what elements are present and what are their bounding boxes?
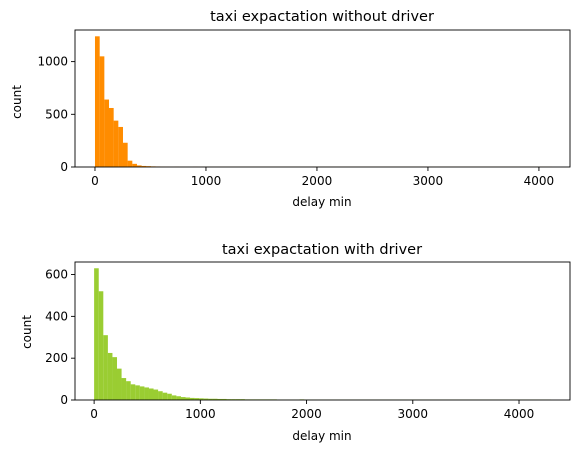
- histogram-bar: [130, 384, 136, 400]
- histogram-bar: [208, 398, 213, 400]
- histogram-bar: [162, 392, 168, 400]
- histogram-bar: [118, 126, 123, 167]
- histogram-bar: [185, 397, 191, 400]
- y-ticks: 0 200 400 600: [45, 268, 75, 407]
- histogram-bar: [108, 107, 114, 167]
- histogram-bar: [176, 396, 181, 400]
- y-tick-label: 0: [60, 393, 68, 407]
- x-tick-label: 2000: [291, 407, 322, 421]
- bars-group: [94, 36, 552, 167]
- histogram-bar: [153, 389, 159, 400]
- histogram-bar: [107, 352, 113, 400]
- x-tick-label: 1000: [185, 407, 216, 421]
- bars-group: [94, 268, 551, 400]
- y-tick-label: 400: [45, 309, 68, 323]
- histogram-bar: [190, 397, 195, 400]
- histogram-bar: [148, 388, 154, 400]
- histogram-bar: [121, 378, 127, 400]
- histogram-with-driver: taxi expactation with driver delay min c…: [20, 242, 571, 443]
- x-tick-label: 4000: [524, 174, 555, 188]
- histogram-bar: [212, 398, 218, 400]
- x-tick-label: 3000: [398, 407, 429, 421]
- histogram-bar: [222, 398, 227, 400]
- y-tick-label: 500: [45, 107, 68, 121]
- histogram-bar: [139, 386, 145, 400]
- x-tick-label: 0: [90, 407, 98, 421]
- histogram-bar: [132, 163, 137, 167]
- plot-frame: [74, 29, 571, 168]
- plot-frame: [74, 261, 571, 401]
- histogram-bar: [144, 387, 149, 400]
- histogram-bar: [113, 120, 119, 167]
- histogram-bar: [122, 142, 128, 167]
- y-tick-label: 600: [45, 268, 68, 282]
- y-ticks: 0 500 1000: [37, 55, 75, 174]
- x-tick-label: 4000: [504, 407, 535, 421]
- histogram-bar: [180, 397, 186, 400]
- histogram-bar: [112, 357, 118, 400]
- x-axis-label: delay min: [292, 429, 351, 443]
- histogram-bar: [141, 165, 147, 167]
- histogram-bar: [194, 398, 200, 400]
- x-ticks: 0 1000 2000 3000 4000: [91, 167, 554, 188]
- x-tick-label: 3000: [413, 174, 444, 188]
- histogram-bar: [158, 391, 163, 400]
- histogram-bar: [126, 381, 131, 400]
- histogram-bar: [116, 368, 122, 400]
- histogram-without-driver: taxi expactation without driver delay mi…: [10, 9, 571, 209]
- histogram-bar: [103, 335, 108, 400]
- y-axis-label: count: [10, 85, 24, 119]
- histogram-bar: [199, 398, 204, 400]
- chart-title: taxi expactation with driver: [222, 242, 422, 258]
- histogram-bar: [127, 160, 133, 167]
- histogram-bar: [171, 395, 177, 400]
- histogram-bar: [203, 398, 209, 400]
- histogram-bar: [94, 268, 99, 400]
- histogram-bar: [217, 398, 223, 400]
- x-tick-label: 1000: [191, 174, 222, 188]
- x-tick-label: 2000: [302, 174, 333, 188]
- histogram-bar: [94, 36, 100, 167]
- histogram-bar: [98, 291, 104, 400]
- chart-title: taxi expactation without driver: [210, 9, 434, 25]
- histogram-bar: [99, 56, 105, 167]
- histogram-bar: [167, 393, 172, 400]
- y-tick-label: 1000: [37, 55, 68, 69]
- histogram-bar: [104, 99, 110, 167]
- x-tick-label: 0: [91, 174, 99, 188]
- x-axis-label: delay min: [292, 195, 351, 209]
- histogram-bar: [136, 165, 142, 167]
- y-tick-label: 0: [60, 160, 68, 174]
- y-axis-label: count: [20, 315, 34, 349]
- histogram-bar: [135, 385, 140, 400]
- x-ticks: 0 1000 2000 3000 4000: [90, 400, 534, 421]
- y-tick-label: 200: [45, 351, 68, 365]
